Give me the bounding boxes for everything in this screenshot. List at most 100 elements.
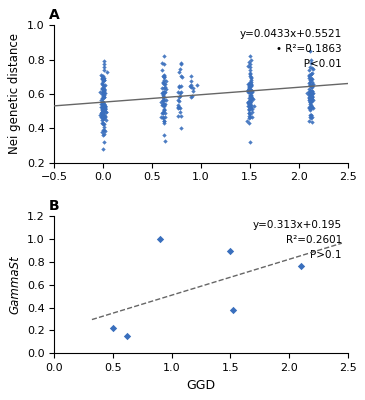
Point bbox=[310, 66, 316, 73]
Point bbox=[247, 82, 253, 88]
Point bbox=[247, 89, 253, 95]
Point bbox=[307, 95, 312, 101]
Point bbox=[247, 73, 253, 79]
Point bbox=[100, 88, 105, 94]
Point bbox=[158, 114, 164, 120]
Point bbox=[103, 117, 108, 123]
Point bbox=[309, 65, 315, 71]
Point bbox=[157, 236, 163, 242]
Point bbox=[160, 101, 166, 108]
Point bbox=[160, 88, 166, 95]
Point bbox=[307, 64, 312, 70]
Point bbox=[309, 104, 315, 110]
Point bbox=[247, 53, 253, 60]
Point bbox=[162, 107, 168, 113]
Point bbox=[307, 95, 313, 102]
Point bbox=[249, 88, 255, 94]
Point bbox=[245, 87, 251, 93]
Point bbox=[308, 94, 314, 100]
Point bbox=[100, 85, 106, 92]
Point bbox=[189, 82, 195, 88]
Point bbox=[101, 76, 107, 83]
Point bbox=[245, 99, 251, 105]
Point bbox=[175, 97, 181, 104]
Point bbox=[160, 60, 165, 67]
Point bbox=[97, 112, 103, 118]
Point bbox=[161, 118, 167, 124]
Point bbox=[101, 120, 107, 127]
Point bbox=[100, 90, 105, 97]
Point bbox=[101, 106, 107, 112]
Point bbox=[310, 91, 315, 98]
Point bbox=[101, 67, 107, 73]
Point bbox=[100, 115, 106, 122]
Point bbox=[308, 88, 314, 94]
Point bbox=[246, 98, 252, 105]
Point bbox=[102, 106, 108, 112]
Point bbox=[307, 88, 313, 94]
Point bbox=[307, 82, 312, 89]
Point bbox=[247, 64, 253, 70]
Point bbox=[161, 109, 166, 116]
Point bbox=[307, 98, 313, 104]
Point bbox=[101, 139, 107, 146]
Point bbox=[100, 88, 106, 95]
Point bbox=[99, 108, 105, 115]
Point bbox=[247, 87, 253, 93]
Point bbox=[161, 101, 167, 108]
Point bbox=[100, 76, 106, 83]
Point bbox=[101, 90, 107, 96]
Point bbox=[309, 95, 315, 102]
Point bbox=[162, 84, 168, 90]
Point bbox=[178, 124, 184, 131]
Point bbox=[101, 112, 107, 118]
Point bbox=[100, 106, 105, 112]
Point bbox=[100, 106, 106, 112]
Point bbox=[308, 99, 314, 105]
Text: A: A bbox=[49, 8, 59, 22]
Point bbox=[246, 84, 251, 90]
Point bbox=[110, 325, 116, 331]
Point bbox=[309, 82, 315, 89]
Point bbox=[101, 86, 107, 92]
Point bbox=[162, 110, 168, 116]
Point bbox=[161, 97, 166, 104]
Point bbox=[99, 95, 105, 102]
Point bbox=[246, 82, 252, 89]
Point bbox=[101, 104, 107, 110]
Point bbox=[101, 124, 107, 130]
Point bbox=[246, 109, 252, 116]
Point bbox=[100, 86, 106, 92]
Point bbox=[178, 83, 184, 89]
Point bbox=[306, 75, 311, 82]
Point bbox=[308, 112, 314, 118]
Point bbox=[247, 71, 253, 77]
Point bbox=[100, 111, 106, 117]
Point bbox=[308, 101, 314, 108]
Point bbox=[306, 94, 312, 100]
Point bbox=[308, 88, 314, 94]
Point bbox=[101, 83, 107, 90]
Point bbox=[308, 98, 314, 104]
Point bbox=[177, 109, 183, 115]
Point bbox=[160, 73, 166, 79]
Point bbox=[99, 120, 105, 126]
Point bbox=[247, 86, 253, 92]
Point bbox=[102, 128, 108, 135]
Point bbox=[247, 92, 253, 99]
Point bbox=[101, 131, 107, 137]
Point bbox=[246, 95, 252, 101]
Point bbox=[247, 82, 253, 89]
Point bbox=[308, 92, 314, 99]
Point bbox=[189, 78, 195, 84]
Point bbox=[164, 97, 169, 104]
Point bbox=[308, 115, 314, 121]
Point bbox=[161, 132, 166, 138]
Point bbox=[307, 78, 313, 85]
Point bbox=[248, 82, 254, 88]
Point bbox=[160, 102, 165, 108]
Point bbox=[247, 66, 253, 73]
Point bbox=[101, 92, 107, 98]
Point bbox=[175, 89, 181, 95]
Point bbox=[101, 105, 107, 112]
